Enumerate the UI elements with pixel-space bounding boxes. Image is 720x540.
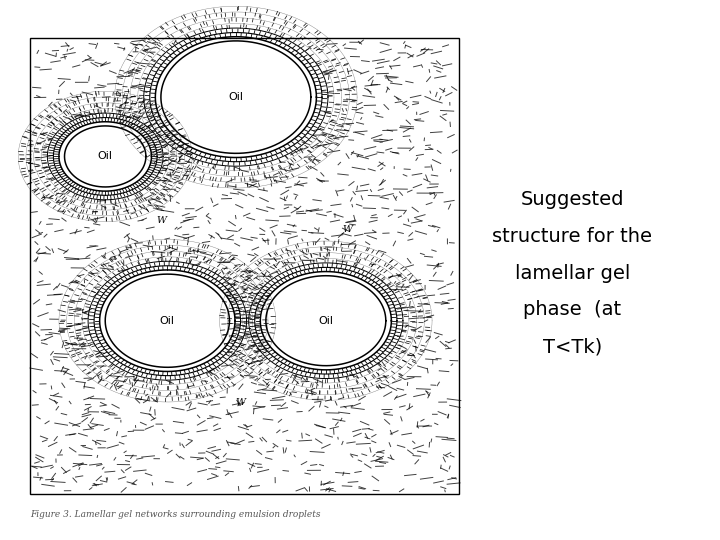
Text: lamellar gel: lamellar gel <box>515 264 630 283</box>
Circle shape <box>163 43 309 152</box>
Text: Suggested: Suggested <box>521 190 624 210</box>
Text: W: W <box>342 225 352 234</box>
Text: W: W <box>235 399 245 407</box>
Text: Figure 3. Lamellar gel networks surrounding emulsion droplets: Figure 3. Lamellar gel networks surround… <box>30 510 320 518</box>
Text: phase  (at: phase (at <box>523 300 621 320</box>
Text: Oil: Oil <box>98 151 113 161</box>
Text: structure for the: structure for the <box>492 227 652 246</box>
Circle shape <box>107 275 228 366</box>
Text: T<Tk): T<Tk) <box>543 337 602 356</box>
Circle shape <box>268 277 384 364</box>
Bar <box>30 38 459 494</box>
Text: W: W <box>156 216 166 225</box>
Text: Oil: Oil <box>228 92 243 102</box>
Text: Oil: Oil <box>160 316 175 326</box>
Text: Oil: Oil <box>318 316 333 326</box>
Circle shape <box>66 127 145 186</box>
